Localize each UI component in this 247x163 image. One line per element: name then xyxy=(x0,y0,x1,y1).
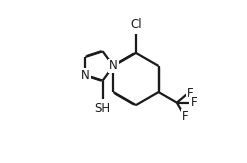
Text: F: F xyxy=(187,87,194,100)
Text: F: F xyxy=(182,110,189,123)
Text: F: F xyxy=(190,96,197,109)
Text: N: N xyxy=(109,59,118,73)
Text: SH: SH xyxy=(95,102,111,115)
Text: N: N xyxy=(81,68,90,82)
Text: Cl: Cl xyxy=(130,18,142,31)
